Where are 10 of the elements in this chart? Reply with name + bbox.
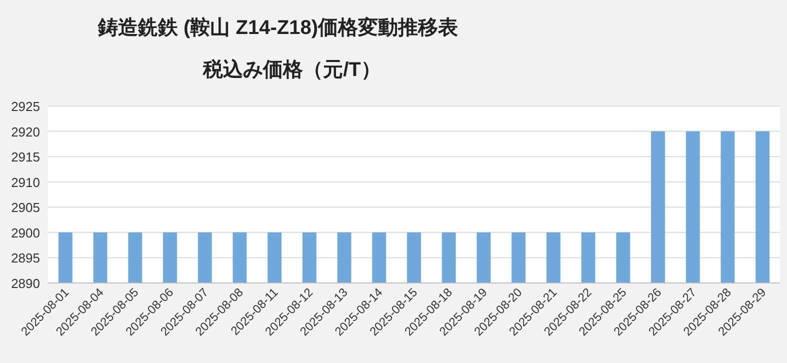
- y-tick-label: 2910: [11, 174, 40, 190]
- y-tick-label: 2920: [11, 124, 40, 140]
- y-tick-label: 2895: [11, 250, 40, 266]
- y-tick-label: 2915: [11, 150, 40, 165]
- chart-title: 鋳造銑鉄 (鞍山 Z14-Z18)価格変動推移表: [96, 16, 458, 39]
- y-tick-label: 2900: [11, 225, 40, 240]
- chart-subtitle: 税込み価格（元/T）: [202, 58, 381, 81]
- y-tick-label: 2925: [11, 99, 40, 114]
- y-tick-label: 2905: [11, 200, 40, 216]
- y-tick-label: 2890: [11, 276, 40, 291]
